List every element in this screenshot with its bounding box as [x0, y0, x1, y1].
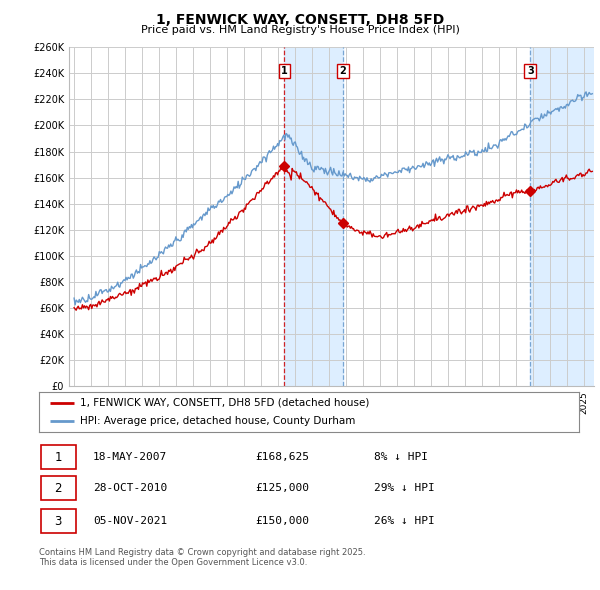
Text: 1, FENWICK WAY, CONSETT, DH8 5FD (detached house): 1, FENWICK WAY, CONSETT, DH8 5FD (detach… [79, 398, 369, 408]
Text: 05-NOV-2021: 05-NOV-2021 [93, 516, 167, 526]
Bar [284, 47, 343, 386]
Text: 18-MAY-2007: 18-MAY-2007 [93, 453, 167, 462]
Bar [530, 47, 594, 386]
Text: 2: 2 [340, 66, 346, 76]
Text: 29% ↓ HPI: 29% ↓ HPI [374, 483, 434, 493]
FancyBboxPatch shape [41, 445, 76, 469]
Text: Contains HM Land Registry data © Crown copyright and database right 2025.
This d: Contains HM Land Registry data © Crown c… [39, 548, 365, 567]
Text: HPI: Average price, detached house, County Durham: HPI: Average price, detached house, Coun… [79, 416, 355, 426]
FancyBboxPatch shape [41, 476, 76, 500]
Text: 28-OCT-2010: 28-OCT-2010 [93, 483, 167, 493]
Text: 1: 1 [281, 66, 288, 76]
Text: £168,625: £168,625 [255, 453, 309, 462]
Text: 8% ↓ HPI: 8% ↓ HPI [374, 453, 428, 462]
Text: 2: 2 [55, 481, 62, 495]
FancyBboxPatch shape [41, 509, 76, 533]
Text: £150,000: £150,000 [255, 516, 309, 526]
Text: 26% ↓ HPI: 26% ↓ HPI [374, 516, 434, 526]
Text: 3: 3 [527, 66, 533, 76]
Text: Price paid vs. HM Land Registry's House Price Index (HPI): Price paid vs. HM Land Registry's House … [140, 25, 460, 35]
Text: 1: 1 [55, 451, 62, 464]
Text: 1, FENWICK WAY, CONSETT, DH8 5FD: 1, FENWICK WAY, CONSETT, DH8 5FD [156, 13, 444, 27]
Text: £125,000: £125,000 [255, 483, 309, 493]
Text: 3: 3 [55, 514, 62, 528]
